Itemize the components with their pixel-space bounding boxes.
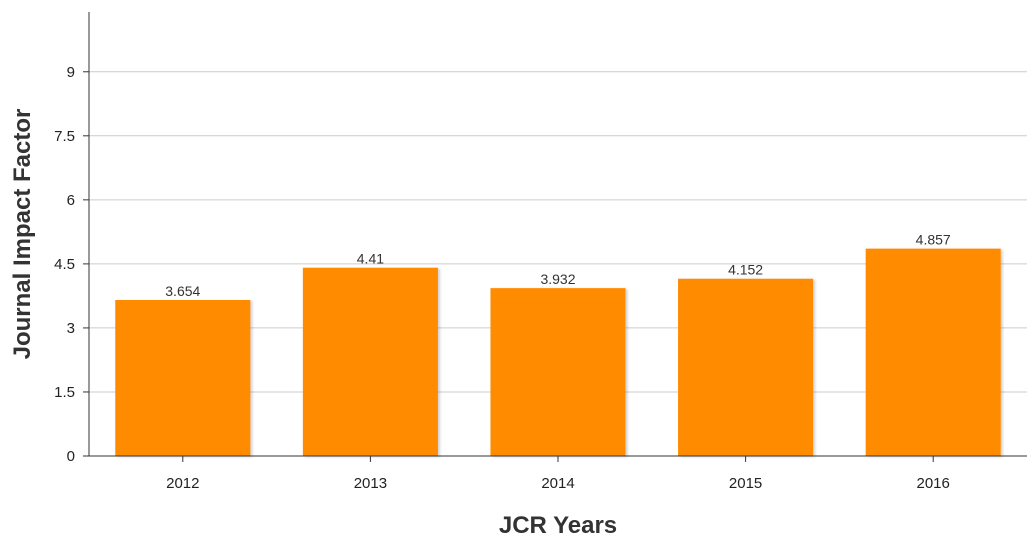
x-tick-label: 2016: [917, 475, 950, 492]
axes: [83, 12, 1027, 462]
x-tick-label: 2013: [354, 475, 387, 492]
labels: 0 1.5 3 4.5 6 7.5 9 3.654 2012 4.41 2013 3.932 2014 4…: [54, 64, 951, 492]
bars: [115, 248, 1001, 456]
bar-2015[interactable]: [678, 278, 814, 456]
y-tick-label: 4.5: [54, 256, 75, 273]
x-tick-label: 2012: [166, 475, 199, 492]
data-label: 3.654: [165, 283, 200, 299]
x-tick-label: 2015: [729, 475, 762, 492]
y-tick-label: 3: [67, 320, 75, 337]
x-axis-title: JCR Years: [499, 512, 617, 539]
x-tick-label: 2014: [541, 475, 574, 492]
bar-2012[interactable]: [115, 300, 251, 456]
y-tick-label: 1.5: [54, 384, 75, 401]
data-label: 4.41: [357, 251, 384, 267]
bar-2016[interactable]: [865, 248, 1001, 456]
data-label: 4.857: [916, 232, 951, 248]
bar-2013[interactable]: [302, 267, 438, 456]
bar-2014[interactable]: [490, 288, 626, 456]
y-tick-label: 0: [67, 448, 75, 465]
y-axis-title: Journal Impact Factor: [9, 109, 36, 360]
data-label: 3.932: [540, 271, 575, 287]
y-tick-label: 9: [67, 64, 75, 81]
y-tick-label: 7.5: [54, 128, 75, 145]
y-tick-label: 6: [67, 192, 75, 209]
data-label: 4.152: [728, 262, 763, 278]
